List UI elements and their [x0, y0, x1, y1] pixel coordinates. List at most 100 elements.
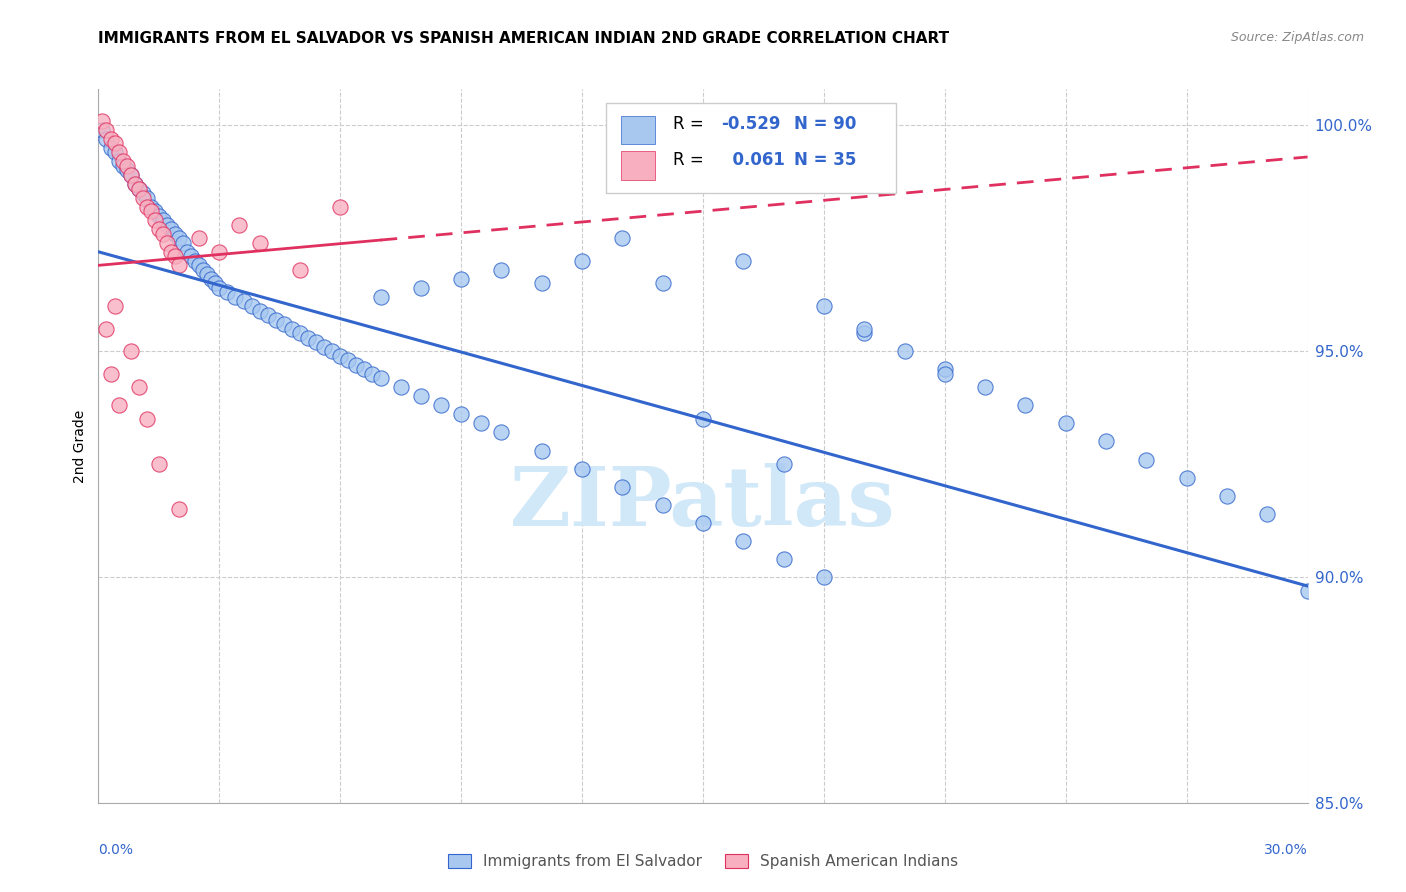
Point	[184, 253, 207, 268]
Point	[692, 516, 714, 530]
Point	[111, 159, 134, 173]
Point	[135, 412, 157, 426]
Text: R =: R =	[673, 151, 709, 169]
Point	[281, 321, 304, 335]
Point	[974, 380, 997, 394]
Text: R =: R =	[673, 115, 709, 133]
Point	[100, 141, 122, 155]
Point	[1135, 452, 1157, 467]
Point	[143, 204, 166, 219]
Point	[103, 136, 125, 151]
Point	[228, 218, 250, 232]
Point	[772, 552, 794, 566]
Text: 0.061: 0.061	[721, 151, 785, 169]
Point	[167, 231, 190, 245]
Point	[193, 263, 215, 277]
Point	[188, 258, 211, 272]
Point	[96, 132, 118, 146]
Point	[571, 461, 593, 475]
Point	[1175, 470, 1198, 484]
Point	[132, 186, 155, 200]
Point	[256, 308, 278, 322]
Point	[361, 367, 384, 381]
Point	[100, 132, 122, 146]
Point	[651, 498, 673, 512]
Point	[135, 200, 157, 214]
Point	[1296, 583, 1319, 598]
Point	[152, 227, 174, 241]
Point	[733, 533, 755, 548]
Point	[1256, 507, 1278, 521]
Point	[132, 191, 155, 205]
Point	[470, 417, 492, 431]
Point	[128, 181, 150, 195]
Point	[329, 349, 352, 363]
Point	[733, 253, 755, 268]
Point	[156, 235, 179, 250]
Point	[160, 222, 183, 236]
Point	[96, 321, 118, 335]
Point	[232, 294, 254, 309]
Point	[264, 312, 287, 326]
Point	[124, 177, 146, 191]
Point	[893, 344, 915, 359]
Point	[370, 371, 392, 385]
Point	[450, 272, 472, 286]
Point	[195, 268, 218, 282]
Point	[180, 249, 202, 263]
Point	[204, 277, 226, 291]
Point	[217, 285, 239, 300]
Point	[314, 340, 336, 354]
Point	[297, 330, 319, 344]
Point	[240, 299, 263, 313]
Point	[91, 113, 114, 128]
Point	[612, 231, 634, 245]
Point	[152, 213, 174, 227]
Point	[344, 358, 367, 372]
Point	[249, 235, 271, 250]
Point	[96, 123, 118, 137]
Point	[120, 168, 142, 182]
Point	[120, 344, 142, 359]
Point	[249, 303, 271, 318]
Point	[1014, 398, 1036, 412]
Point	[115, 163, 138, 178]
Point	[934, 367, 956, 381]
Point	[208, 281, 231, 295]
Point	[188, 231, 211, 245]
Text: 0.0%: 0.0%	[98, 843, 134, 857]
Point	[103, 299, 125, 313]
Point	[148, 457, 170, 471]
Point	[91, 123, 114, 137]
Point	[288, 326, 311, 340]
Point	[163, 227, 186, 241]
Point	[176, 244, 198, 259]
Point	[120, 168, 142, 182]
Point	[143, 213, 166, 227]
Point	[813, 570, 835, 584]
Y-axis label: 2nd Grade: 2nd Grade	[73, 409, 87, 483]
Point	[148, 222, 170, 236]
Point	[491, 425, 513, 440]
Point	[107, 398, 129, 412]
Point	[124, 177, 146, 191]
Point	[148, 209, 170, 223]
Point	[772, 457, 794, 471]
Point	[224, 290, 246, 304]
Point	[115, 159, 138, 173]
Point	[321, 344, 343, 359]
Point	[409, 281, 432, 295]
Point	[329, 200, 352, 214]
Point	[305, 335, 328, 350]
Text: -0.529: -0.529	[721, 115, 780, 133]
Point	[530, 277, 553, 291]
Point	[409, 389, 432, 403]
Point	[156, 218, 179, 232]
Point	[370, 290, 392, 304]
Point	[813, 299, 835, 313]
Text: IMMIGRANTS FROM EL SALVADOR VS SPANISH AMERICAN INDIAN 2ND GRADE CORRELATION CHA: IMMIGRANTS FROM EL SALVADOR VS SPANISH A…	[98, 31, 949, 46]
Point	[1054, 417, 1077, 431]
FancyBboxPatch shape	[606, 103, 897, 193]
Point	[167, 502, 190, 516]
Point	[571, 253, 593, 268]
